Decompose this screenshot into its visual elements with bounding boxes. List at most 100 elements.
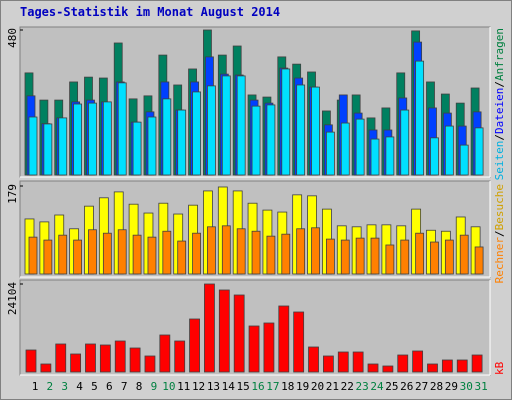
legend-entry: Rechner xyxy=(493,237,506,284)
bar xyxy=(441,359,453,373)
bar xyxy=(132,121,142,176)
legend-entry: Dateien xyxy=(493,88,506,134)
bar xyxy=(218,289,230,373)
y-tick-label: 24104 xyxy=(6,282,19,315)
x-tick-label: 27 xyxy=(415,380,428,393)
bar xyxy=(58,117,68,176)
bar xyxy=(43,239,53,275)
bar xyxy=(397,354,409,373)
bar xyxy=(25,349,37,373)
bar xyxy=(132,234,142,275)
bar xyxy=(248,325,260,373)
bar xyxy=(444,125,454,176)
x-tick-label: 31 xyxy=(474,380,487,393)
x-tick-label: 23 xyxy=(356,380,369,393)
bar xyxy=(266,235,276,275)
bar xyxy=(73,239,83,275)
bar xyxy=(174,340,186,373)
bar xyxy=(117,229,127,275)
bar xyxy=(355,118,365,176)
bar xyxy=(102,232,112,275)
x-tick-label: 5 xyxy=(91,380,98,393)
x-tick-label: 15 xyxy=(237,380,250,393)
x-tick-label: 19 xyxy=(296,380,309,393)
bar xyxy=(28,236,38,275)
bar xyxy=(55,343,67,373)
bar xyxy=(251,105,261,176)
bar xyxy=(325,238,335,275)
x-tick-label: 12 xyxy=(192,380,205,393)
bar xyxy=(40,363,52,373)
x-tick-label: 22 xyxy=(341,380,354,393)
bar xyxy=(355,237,365,275)
bar xyxy=(129,347,141,373)
bar xyxy=(177,109,187,176)
bar xyxy=(415,232,425,275)
bar xyxy=(308,346,319,373)
x-tick-label: 26 xyxy=(400,380,413,393)
y-tick-label: 179 xyxy=(6,184,19,204)
bar xyxy=(400,239,410,275)
legend-entry: Anfragen xyxy=(493,28,506,81)
bar xyxy=(367,363,379,373)
bar xyxy=(114,340,126,373)
bar xyxy=(293,311,305,373)
bar xyxy=(70,353,82,373)
x-tick-label: 8 xyxy=(136,380,143,393)
x-tick-label: 29 xyxy=(445,380,458,393)
bar xyxy=(85,343,96,373)
bar xyxy=(325,131,335,176)
x-tick-label: 21 xyxy=(326,380,339,393)
x-tick-label: 3 xyxy=(61,380,68,393)
bar xyxy=(43,123,53,176)
bar xyxy=(73,103,83,176)
bar xyxy=(444,239,454,275)
bar xyxy=(28,116,38,176)
bar xyxy=(266,104,276,176)
x-tick-label: 24 xyxy=(370,380,384,393)
bar xyxy=(430,137,439,176)
bar xyxy=(459,144,469,176)
bar xyxy=(162,230,172,275)
y-tick-label: 480 xyxy=(6,28,19,48)
bar xyxy=(177,240,187,275)
x-tick-label: 20 xyxy=(311,380,324,393)
bar xyxy=(236,228,246,275)
chart-title: Tages-Statistik im Monat August 2014 xyxy=(20,5,280,19)
bar xyxy=(340,122,350,176)
bar xyxy=(278,305,290,373)
bar xyxy=(117,82,127,176)
bar xyxy=(311,227,320,275)
bar xyxy=(207,85,216,176)
bar xyxy=(189,318,200,373)
bar xyxy=(147,236,157,275)
x-tick-label: 16 xyxy=(251,380,264,393)
bar xyxy=(233,294,245,373)
x-tick-label: 1 xyxy=(32,380,39,393)
bar xyxy=(159,334,171,373)
x-tick-label: 7 xyxy=(121,380,128,393)
bar xyxy=(236,75,246,176)
legend: Seiten/Dateien/Anfragen xyxy=(493,28,506,180)
bar xyxy=(415,60,425,176)
bar xyxy=(427,363,438,373)
legend-entry: kB xyxy=(493,361,506,375)
bar xyxy=(412,350,424,373)
legend-separator: / xyxy=(493,230,506,237)
bar xyxy=(337,351,349,373)
bar xyxy=(352,351,364,373)
bar xyxy=(263,322,275,373)
bar xyxy=(221,225,231,275)
x-tick-label: 18 xyxy=(281,380,294,393)
legend: kB xyxy=(493,361,506,375)
legend-separator: / xyxy=(493,81,506,88)
x-tick-label: 4 xyxy=(76,380,83,393)
bar xyxy=(370,138,380,176)
x-tick-label: 30 xyxy=(460,380,473,393)
bar xyxy=(221,75,231,176)
bar xyxy=(192,91,201,176)
bar xyxy=(204,283,215,373)
x-tick-label: 25 xyxy=(385,380,398,393)
bar xyxy=(102,101,112,176)
